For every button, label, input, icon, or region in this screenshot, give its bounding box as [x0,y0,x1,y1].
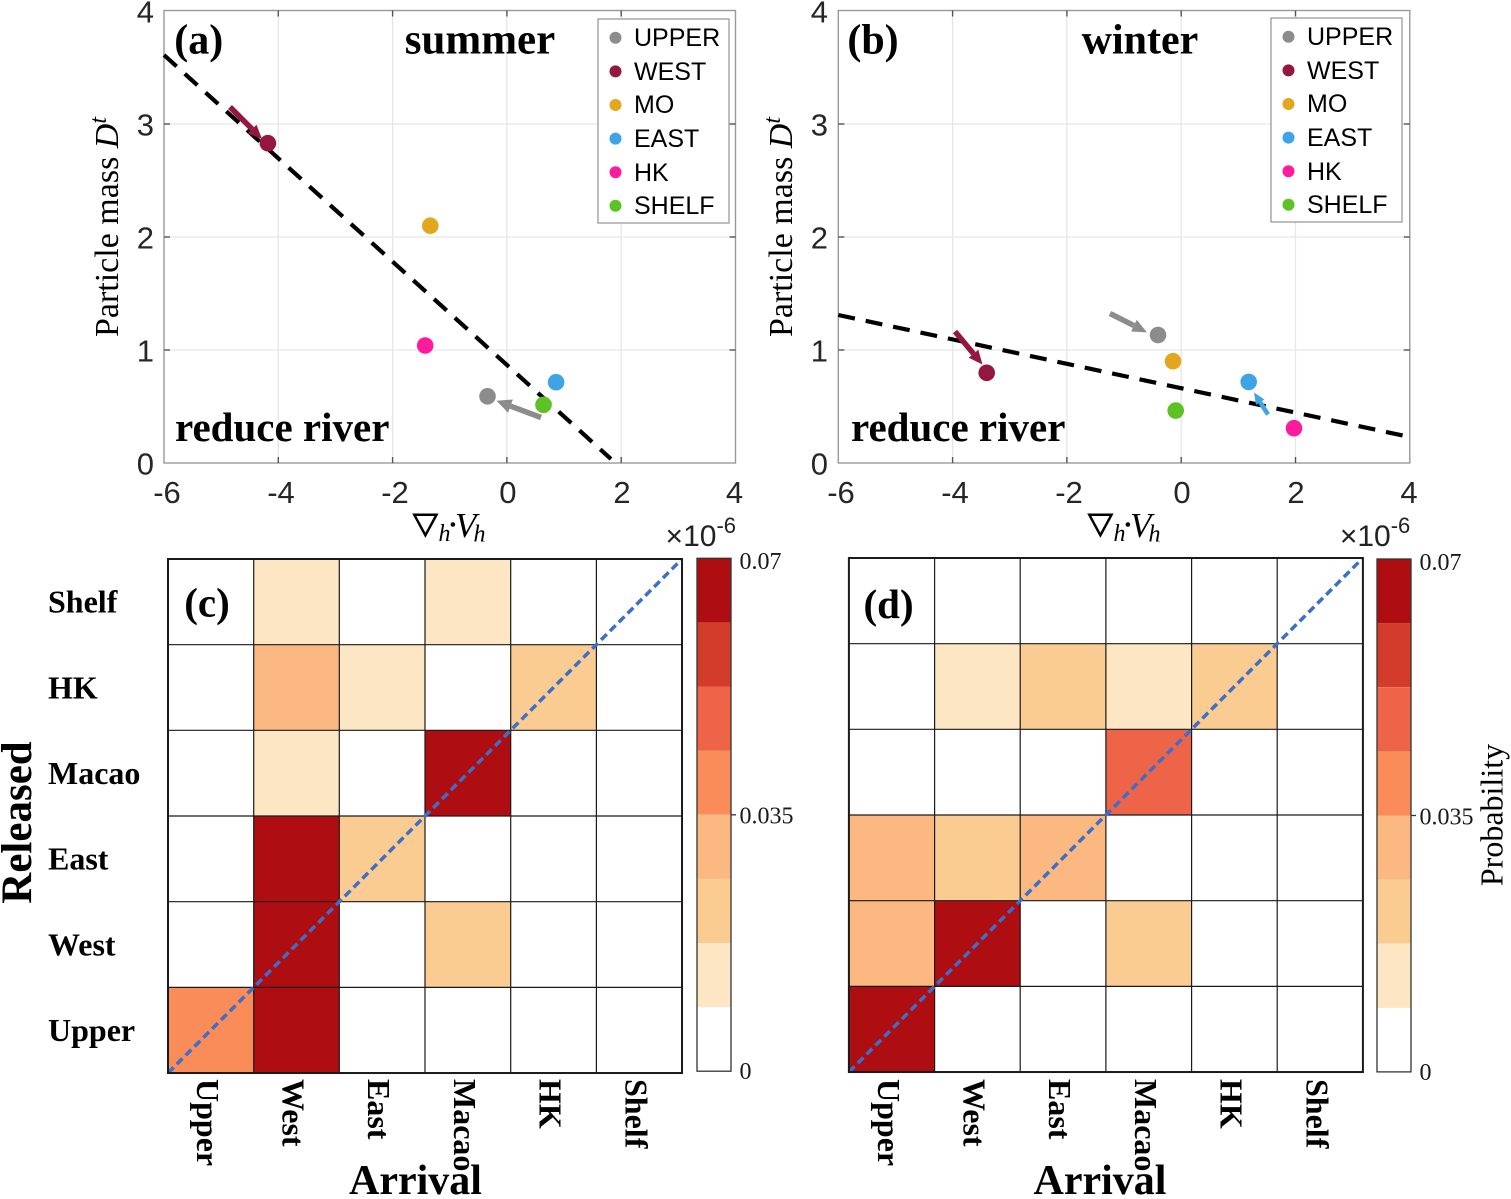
svg-text:Macao: Macao [48,755,140,791]
svg-text:×10-6: ×10-6 [666,513,736,553]
svg-text:reduce river: reduce river [851,404,1065,450]
svg-text:reduce river: reduce river [175,404,389,450]
svg-text:4: 4 [137,0,154,29]
svg-text:Shelf: Shelf [1299,1079,1335,1149]
svg-text:East: East [48,841,109,877]
svg-text:Particle mass Dt: Particle mass Dt [86,116,126,337]
svg-text:1: 1 [137,333,154,368]
svg-text:4: 4 [811,0,828,29]
svg-text:HK: HK [1307,158,1342,186]
svg-text:UPPER: UPPER [1307,23,1393,51]
svg-text:V: V [1130,506,1155,545]
svg-text:-6: -6 [827,475,855,510]
svg-text:4: 4 [1400,475,1417,510]
svg-text:h: h [474,522,486,548]
svg-text:HK: HK [1214,1079,1250,1129]
svg-text:4: 4 [726,475,743,510]
svg-text:0: 0 [1420,1060,1432,1086]
svg-text:×10-6: ×10-6 [1340,513,1410,553]
svg-text:MO: MO [634,91,674,119]
svg-text:SHELF: SHELF [1307,191,1388,219]
svg-text:0.07: 0.07 [740,549,782,575]
svg-text:2: 2 [811,220,828,255]
svg-text:h: h [1149,522,1161,548]
svg-text:HK: HK [533,1079,569,1129]
svg-text:0.035: 0.035 [740,804,794,830]
svg-text:3: 3 [811,107,828,142]
svg-text:(c): (c) [184,579,230,625]
svg-text:Upper: Upper [190,1079,226,1166]
svg-text:Particle mass Dt: Particle mass Dt [760,116,800,337]
svg-text:0: 0 [811,446,828,481]
svg-text:3: 3 [137,107,154,142]
svg-text:West: West [957,1079,993,1147]
svg-text:-6: -6 [153,475,181,510]
svg-text:Upper: Upper [871,1079,907,1166]
svg-text:2: 2 [1287,475,1304,510]
svg-text:Probability: Probability [1474,744,1510,886]
svg-text:-4: -4 [941,475,969,510]
svg-text:(d): (d) [864,581,914,627]
svg-text:0: 0 [137,446,154,481]
svg-text:2: 2 [137,220,154,255]
svg-text:-2: -2 [1055,475,1083,510]
svg-text:HK: HK [48,669,98,705]
svg-text:0: 0 [740,1059,752,1085]
svg-text:1: 1 [811,333,828,368]
svg-text:West: West [48,926,116,962]
svg-text:0.035: 0.035 [1420,804,1474,830]
svg-text:winter: winter [1082,18,1199,64]
svg-text:-4: -4 [267,475,295,510]
svg-text:WEST: WEST [634,58,706,86]
svg-text:-2: -2 [381,475,409,510]
svg-text:MO: MO [1307,90,1347,118]
svg-text:UPPER: UPPER [634,24,720,52]
svg-text:Macao: Macao [447,1079,483,1171]
svg-text:0: 0 [1173,475,1190,510]
svg-text:Upper: Upper [48,1012,135,1048]
svg-text:Arrival: Arrival [1034,1158,1167,1199]
svg-text:Released: Released [0,741,41,903]
svg-text:h: h [439,521,451,547]
svg-text:summer: summer [405,17,555,64]
svg-text:WEST: WEST [1307,57,1379,85]
svg-text:2: 2 [613,475,630,510]
svg-text:Shelf: Shelf [48,584,118,620]
svg-text:West: West [276,1079,312,1147]
svg-text:Shelf: Shelf [618,1079,654,1149]
svg-text:SHELF: SHELF [634,192,715,220]
svg-text:0: 0 [499,475,516,510]
svg-text:V: V [455,506,480,545]
svg-text:HK: HK [634,159,669,187]
svg-text:(b): (b) [847,18,898,64]
svg-text:East: East [361,1079,397,1140]
svg-text:EAST: EAST [1307,124,1372,152]
svg-text:h: h [1114,521,1126,547]
svg-text:(a): (a) [174,18,223,64]
svg-text:Macao: Macao [1128,1079,1164,1171]
svg-text:0.07: 0.07 [1420,550,1462,576]
svg-text:Arrival: Arrival [349,1158,482,1199]
svg-text:EAST: EAST [634,125,699,153]
svg-text:East: East [1042,1079,1078,1140]
